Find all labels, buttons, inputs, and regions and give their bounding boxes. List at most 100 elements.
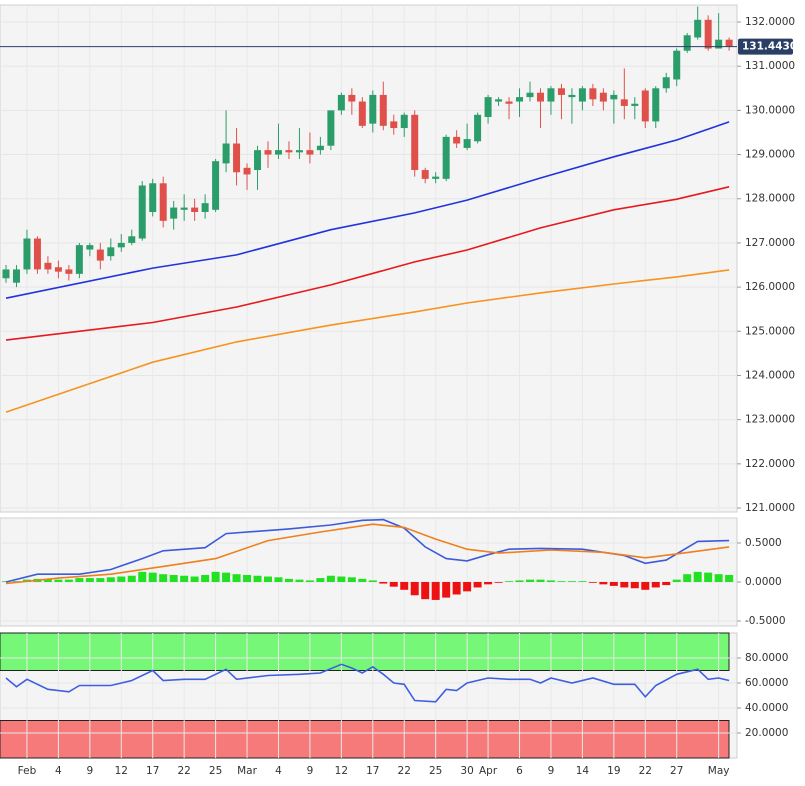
candle-body [75,245,83,274]
x-tick-label: 30 [460,765,473,777]
candle-body [316,145,324,151]
histogram-bar [693,571,702,582]
x-tick-label: 12 [335,765,348,777]
histogram-bar [494,581,503,583]
price-label: 131.4430 [742,41,797,53]
candle-body [673,50,681,80]
x-tick-label: 25 [429,765,442,777]
histogram-bar [347,577,356,582]
histogram-bar [683,574,692,582]
candle-body [233,143,241,173]
histogram-bar [662,581,671,586]
y-tick-label: 125.0000 [745,325,795,337]
candle-body [96,249,104,261]
histogram-bar [337,576,346,582]
histogram-bar [201,574,210,582]
candle-body [683,35,691,51]
histogram-bar [431,581,440,600]
candle-body [516,97,524,102]
histogram-bar [43,578,52,582]
histogram-bar [484,581,493,585]
x-tick-label: 4 [55,765,62,777]
y-tick-label: 40.0000 [745,702,788,714]
y-tick-label: 123.0000 [745,414,795,426]
histogram-bar [326,575,335,582]
y-tick-label: 132.0000 [745,16,795,28]
histogram-bar [379,581,388,584]
candle-body [484,97,492,118]
candle-body [295,150,303,153]
histogram-bar [54,579,63,582]
candle-body [599,92,607,102]
histogram-bar [96,578,105,582]
indicator-line [5,121,730,299]
y-tick-label: 127.0000 [745,237,795,249]
histogram-bar [546,580,555,582]
histogram-bar [536,579,545,582]
histogram-bar [473,581,482,588]
candle-body [463,139,471,148]
candle-body [306,150,314,155]
candle-body [254,150,262,171]
candle-body [23,238,31,270]
candle-body [54,267,62,272]
x-tick-label: 19 [607,765,620,777]
histogram-bar [599,581,608,585]
candle-body [390,121,398,129]
histogram-bar [12,581,21,582]
candle-body [631,103,639,106]
histogram-bar [75,578,84,582]
candle-body [170,207,178,219]
y-tick-label: 126.0000 [745,281,795,293]
candle-body [369,94,377,124]
candle-body [327,110,335,146]
plot-background [0,517,738,627]
histogram-bar [253,575,262,582]
candle-body [620,99,628,106]
histogram-bar [222,572,231,582]
candle-body [526,92,534,98]
candle-body [138,185,146,239]
histogram-bar [85,578,94,582]
candle-body [505,101,513,104]
histogram-bar [567,581,576,582]
candle-body [400,114,408,129]
histogram-bar [64,579,73,582]
band [0,632,730,671]
histogram-bar [672,579,681,582]
x-tick-label: 6 [516,765,523,777]
candle-body [568,94,576,98]
candle-body [662,77,670,89]
histogram-bar [526,579,534,582]
histogram-bar [389,581,398,587]
indicator-line [5,663,730,703]
candle-body [348,94,356,102]
histogram-bar [284,578,293,582]
histogram-bar [106,577,115,582]
x-tick-label: Feb [18,765,37,777]
candle-body [557,88,565,95]
y-tick-label: 60.0000 [745,677,788,689]
candle-body [411,114,419,171]
indicator-line [5,523,730,585]
price-label-box [738,38,793,55]
histogram-bar [704,572,713,582]
candle-body [65,269,73,274]
histogram-bar [368,580,377,582]
candle-body [149,183,157,212]
candle-body [128,236,136,243]
histogram-bar [127,575,136,582]
y-tick-label: 0.0000 [745,576,782,588]
candle-body [201,203,209,212]
histogram-bar [264,576,272,582]
histogram-bar [190,576,199,582]
x-tick-label: 22 [398,765,411,777]
candle-body [191,207,199,212]
histogram-bar [211,571,220,582]
candle-body [274,150,282,155]
candle-body [474,114,482,142]
candle-body [610,94,618,100]
histogram-bar [630,581,639,589]
